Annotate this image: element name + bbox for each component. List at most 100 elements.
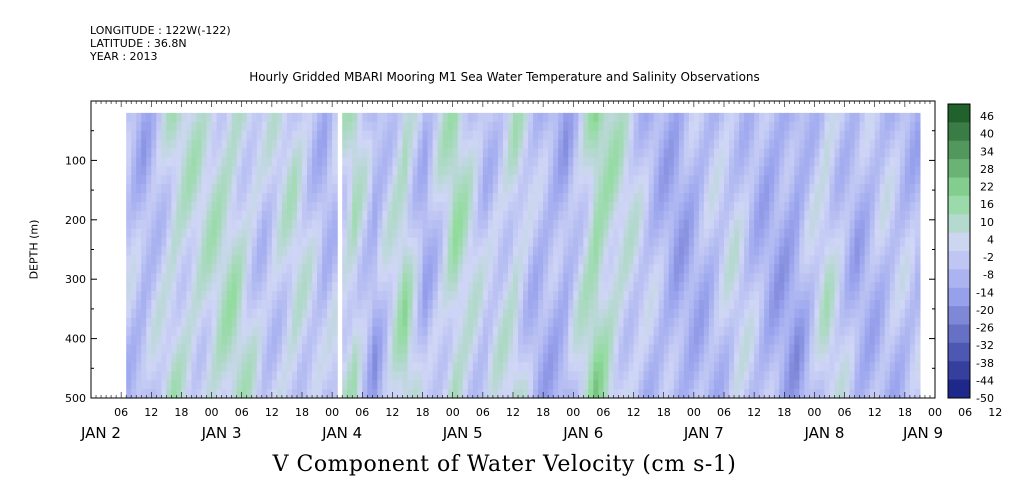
heatmap-cell xyxy=(327,139,333,150)
heatmap-cell xyxy=(698,246,705,257)
heatmap-cell xyxy=(538,112,544,123)
heatmap-cell xyxy=(241,335,248,346)
heatmap-cell xyxy=(502,210,509,221)
heatmap-cell xyxy=(804,148,810,159)
heatmap-cell xyxy=(824,273,831,283)
heatmap-cell xyxy=(332,184,338,194)
heatmap-cell xyxy=(281,362,288,372)
heatmap-cell xyxy=(854,326,861,337)
heatmap-cell xyxy=(256,237,263,248)
heatmap-cell xyxy=(854,353,861,363)
heatmap-cell xyxy=(693,184,700,194)
heatmap-cell xyxy=(834,157,841,167)
heatmap-cell xyxy=(271,308,278,319)
heatmap-cell xyxy=(291,255,298,265)
heatmap-cell xyxy=(874,308,881,319)
heatmap-cell xyxy=(784,335,790,346)
heatmap-cell xyxy=(563,166,569,176)
heatmap-cell xyxy=(718,371,725,381)
heatmap-cell xyxy=(432,291,439,301)
heatmap-cell xyxy=(658,193,665,203)
heatmap-cell xyxy=(412,166,419,176)
heatmap-cell xyxy=(799,228,805,239)
heatmap-cell xyxy=(558,184,564,194)
heatmap-cell xyxy=(181,228,188,239)
heatmap-cell xyxy=(452,201,459,212)
heatmap-cell xyxy=(482,148,489,159)
heatmap-cell xyxy=(864,389,871,399)
heatmap-cell xyxy=(558,237,564,248)
heatmap-cell xyxy=(236,389,243,399)
heatmap-cell xyxy=(533,112,539,123)
heatmap-cell xyxy=(673,121,680,132)
heatmap-cell xyxy=(693,219,700,230)
heatmap-cell xyxy=(392,273,399,283)
heatmap-cell xyxy=(146,112,152,123)
heatmap-cell xyxy=(447,255,454,265)
heatmap-cell xyxy=(362,237,368,248)
heatmap-cell xyxy=(502,335,509,346)
heatmap-cell xyxy=(462,326,469,337)
heatmap-cell xyxy=(146,335,152,346)
heatmap-cell xyxy=(477,317,484,328)
heatmap-cell xyxy=(608,193,615,203)
heatmap-cell xyxy=(764,201,770,212)
heatmap-cell xyxy=(502,166,509,176)
heatmap-cell xyxy=(854,201,861,212)
heatmap-cell xyxy=(553,193,559,203)
heatmap-cell xyxy=(367,317,373,328)
heatmap-cell xyxy=(312,201,318,212)
heatmap-cell xyxy=(322,246,328,257)
heatmap-cell xyxy=(276,317,283,328)
heatmap-cell xyxy=(739,317,745,328)
heatmap-cell xyxy=(628,344,635,355)
heatmap-cell xyxy=(518,353,524,363)
heatmap-cell xyxy=(523,371,529,381)
heatmap-cell xyxy=(749,264,755,274)
heatmap-cell xyxy=(507,166,514,176)
heatmap-cell xyxy=(688,291,695,301)
heatmap-cell xyxy=(518,201,524,212)
heatmap-cell xyxy=(729,139,735,150)
heatmap-cell xyxy=(201,371,208,381)
heatmap-cell xyxy=(764,371,770,381)
heatmap-cell xyxy=(673,380,680,390)
heatmap-cell xyxy=(774,157,780,167)
heatmap-cell xyxy=(291,362,298,372)
heatmap-cell xyxy=(698,193,705,203)
heatmap-cell xyxy=(583,255,589,265)
heatmap-cell xyxy=(241,291,248,301)
heatmap-cell xyxy=(352,121,358,132)
heatmap-cell xyxy=(171,201,177,212)
heatmap-cell xyxy=(678,380,685,390)
heatmap-cell xyxy=(347,175,353,185)
heatmap-cell xyxy=(523,219,529,230)
heatmap-cell xyxy=(683,299,690,310)
heatmap-cell xyxy=(412,237,419,248)
heatmap-cell xyxy=(226,246,233,257)
heatmap-cell xyxy=(126,344,132,355)
heatmap-cell xyxy=(211,317,218,328)
heatmap-cell xyxy=(266,255,273,265)
heatmap-cell xyxy=(769,317,775,328)
heatmap-cell xyxy=(603,184,610,194)
heatmap-cell xyxy=(809,130,816,141)
heatmap-cell xyxy=(462,112,469,123)
heatmap-cell xyxy=(206,237,213,248)
heatmap-cell xyxy=(276,228,283,239)
heatmap-cell xyxy=(171,166,177,176)
heatmap-cell xyxy=(387,237,394,248)
heatmap-cell xyxy=(226,264,233,274)
heatmap-cell xyxy=(538,201,544,212)
heatmap-cell xyxy=(543,362,549,372)
heatmap-cell xyxy=(502,184,509,194)
heatmap-cell xyxy=(834,228,841,239)
heatmap-cell xyxy=(608,175,615,185)
heatmap-cell xyxy=(688,299,695,310)
heatmap-cell xyxy=(794,130,800,141)
heatmap-cell xyxy=(357,362,363,372)
heatmap-cell xyxy=(779,166,785,176)
heatmap-cell xyxy=(613,228,620,239)
heatmap-cell xyxy=(769,389,775,399)
heatmap-cell xyxy=(447,166,454,176)
